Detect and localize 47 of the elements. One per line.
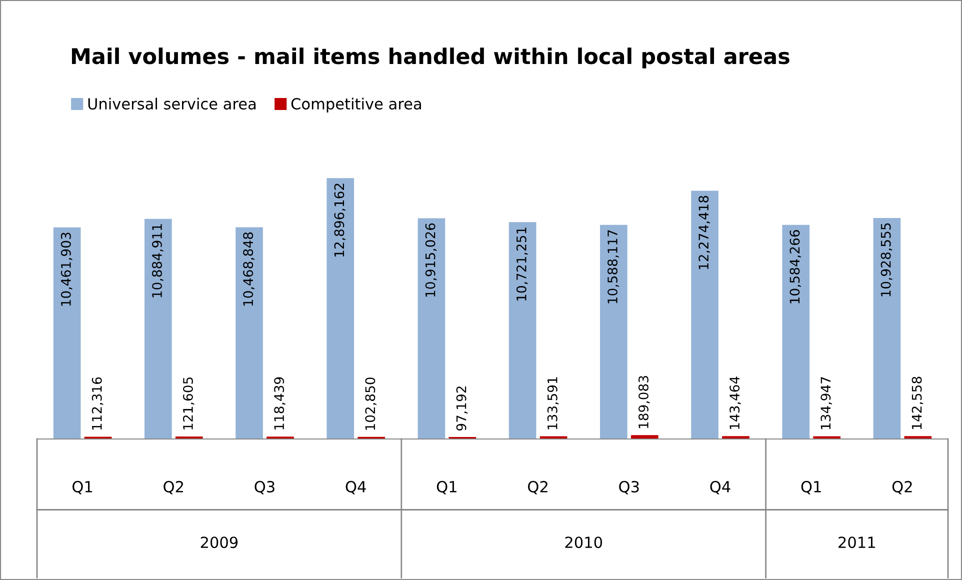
bar [418, 218, 446, 439]
bar [144, 218, 172, 439]
data-label: 118,439 [274, 377, 286, 430]
text: 2010 [565, 536, 602, 548]
data-label: 102,850 [365, 378, 377, 430]
x-tick-label: Q1 [72, 480, 92, 494]
data-label: 189,083 [638, 376, 650, 428]
x-tick-label: Q2 [528, 480, 548, 494]
data-label: 10,721,251 [516, 228, 528, 300]
bar [508, 222, 536, 439]
x-tick-label: Q1 [436, 480, 456, 494]
bar [873, 218, 901, 439]
data-label: 97,192 [456, 386, 468, 431]
data-label: 10,884,911 [152, 224, 164, 298]
bar [600, 224, 628, 439]
x-tick-label: Q4 [710, 480, 730, 494]
legend-label: Competitive area [291, 98, 421, 113]
text: 2011 [838, 536, 875, 548]
data-label: 133,591 [547, 377, 559, 430]
data-label: 12,896,162 [334, 184, 346, 257]
data-label: 10,461,903 [60, 232, 72, 306]
data-label: 10,588,117 [608, 230, 619, 304]
data-label: 143,464 [730, 376, 741, 429]
data-label: 112,316 [92, 377, 104, 430]
data-label: 10,915,026 [425, 223, 437, 297]
data-label: 121,605 [182, 377, 194, 430]
data-label: 142,558 [912, 376, 924, 430]
data-label: 10,584,266 [790, 230, 802, 304]
data-label: 12,274,418 [698, 196, 710, 270]
data-label: 134,947 [820, 377, 832, 430]
x-tick-label: Q1 [801, 480, 821, 494]
data-label: 10,468,848 [243, 232, 254, 306]
x-tick-label: Q4 [346, 480, 366, 494]
x-tick-label: Q2 [892, 480, 912, 494]
bar [630, 435, 658, 439]
bar [236, 227, 263, 439]
text: 2009 [200, 536, 238, 548]
legend-label: Universal service area [88, 98, 256, 110]
chart-title: Mail volumes - mail items handled within local postal areas [72, 48, 790, 68]
bar [326, 178, 354, 439]
bar [691, 190, 718, 439]
bar [782, 224, 810, 439]
x-tick-label: Q2 [164, 480, 183, 494]
x-tick-label: Q3 [619, 480, 639, 494]
data-label: 10,928,555 [880, 223, 892, 296]
bar [53, 227, 81, 439]
x-tick-label: Q3 [254, 480, 274, 494]
